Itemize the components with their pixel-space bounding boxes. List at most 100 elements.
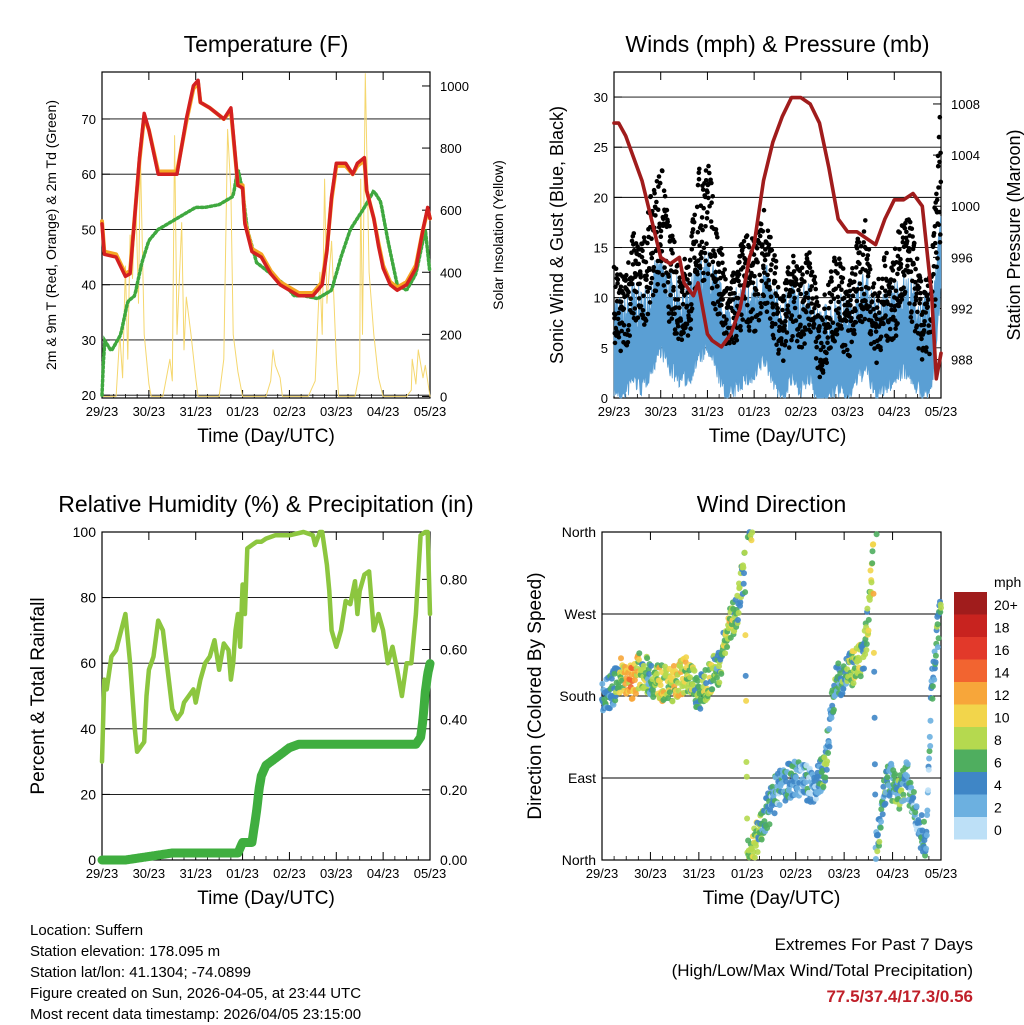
gust-point [870, 285, 876, 290]
wind-xtick-label: 01/23 [738, 404, 771, 419]
direction-point [718, 670, 725, 677]
direction-point [871, 714, 878, 721]
gust-point [801, 298, 807, 304]
gust-point [861, 229, 867, 234]
gust-point [613, 266, 619, 272]
gust-point [649, 236, 654, 241]
temp-xtick-label: 05/23 [414, 404, 447, 419]
gust-point [937, 240, 943, 245]
gust-point [839, 287, 844, 293]
gust-point [915, 309, 920, 315]
gust-point [700, 187, 706, 192]
gust-point [768, 234, 773, 240]
gust-point [712, 301, 717, 307]
gust-point [701, 270, 706, 276]
legend-swatch [954, 637, 987, 660]
gust-point [803, 327, 808, 332]
gust-point [651, 265, 657, 270]
direction-point [697, 705, 704, 712]
gust-point [653, 213, 658, 218]
gust-point [621, 322, 627, 328]
gust-point [710, 259, 716, 265]
gust-point [703, 224, 708, 229]
temp-ylabel: 2m & 9m T (Red, Orange) & 2m Td (Green) [43, 100, 59, 370]
direction-point [808, 790, 815, 797]
direction-point [741, 549, 748, 556]
gust-point [816, 303, 821, 309]
direction-point [691, 667, 698, 674]
gust-point [721, 314, 727, 319]
temp-ytick-label: 50 [82, 222, 96, 237]
gust-point [673, 305, 679, 310]
direction-point [742, 672, 749, 679]
gust-point [753, 328, 758, 334]
direction-point [742, 589, 749, 596]
gust-point [784, 314, 789, 319]
gust-point [909, 319, 915, 325]
gust-point [629, 281, 635, 287]
direction-point [872, 791, 879, 798]
gust-point [922, 319, 927, 324]
gust-point [893, 288, 899, 294]
gust-point [816, 334, 822, 339]
direction-point [812, 795, 819, 802]
gust-point [678, 318, 684, 323]
gust-point [845, 347, 850, 353]
gust-point [736, 278, 741, 284]
gust-point [641, 293, 646, 299]
direction-point [932, 652, 939, 659]
gust-point [712, 253, 718, 259]
gust-point [661, 283, 667, 288]
dir-xlabel: Time (Day/UTC) [703, 888, 841, 909]
gust-point [858, 313, 864, 319]
gust-point [782, 323, 787, 329]
gust-point [891, 278, 897, 283]
gust-point [774, 293, 780, 299]
direction-point [923, 832, 930, 839]
gust-point [896, 303, 901, 309]
gust-point [908, 269, 914, 275]
gust-point [849, 339, 854, 345]
gust-point [937, 159, 942, 165]
gust-point [925, 304, 930, 310]
direction-point [922, 852, 929, 859]
gust-point [741, 238, 747, 244]
direction-point [629, 695, 636, 702]
direction-points [599, 529, 944, 862]
rh-xtick-label: 03/23 [320, 866, 353, 881]
gust-point [727, 340, 732, 346]
gust-point [828, 299, 834, 305]
direction-point [910, 794, 917, 801]
gust-point [688, 326, 693, 332]
gust-point [814, 344, 819, 350]
gust-point [837, 256, 842, 262]
gust-point [908, 315, 914, 320]
gust-point [623, 278, 628, 283]
gust-point [820, 370, 826, 375]
gust-point [757, 233, 763, 239]
gust-point [933, 250, 939, 255]
gust-point [857, 281, 863, 287]
gust-point [744, 233, 750, 238]
legend-swatch [954, 772, 987, 795]
gust-point [858, 243, 864, 249]
gust-point [801, 332, 807, 337]
rh-xtick-label: 02/23 [273, 866, 306, 881]
precip-line [97, 659, 435, 865]
gust-point [918, 278, 924, 284]
gust-point [626, 260, 631, 265]
gust-point [860, 252, 866, 258]
gust-point [897, 247, 902, 252]
direction-point [666, 689, 673, 696]
gust-point [661, 188, 667, 193]
gust-point [844, 318, 849, 324]
gust-point [612, 316, 617, 321]
gust-point [693, 239, 699, 244]
gust-point [759, 304, 764, 310]
gust-point [785, 303, 791, 309]
gust-point [657, 221, 662, 227]
gust-point [792, 305, 798, 311]
rh-xtick-label: 31/23 [179, 866, 212, 881]
gust-point [653, 288, 659, 294]
gust-point [714, 277, 720, 282]
